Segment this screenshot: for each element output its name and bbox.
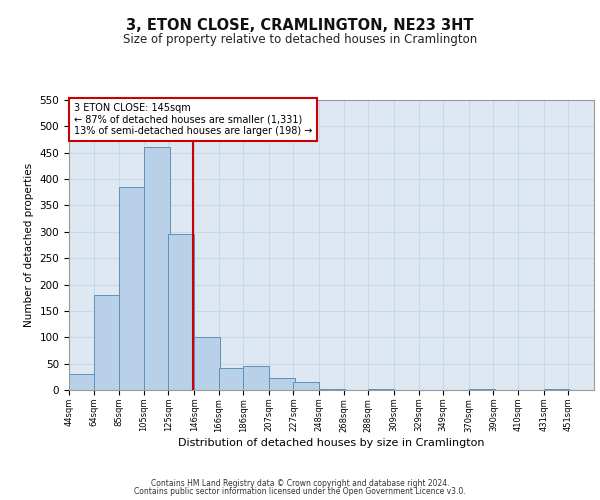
Bar (269, 378, 295, 390)
Text: Contains HM Land Registry data © Crown copyright and database right 2024.: Contains HM Land Registry data © Crown c… (151, 478, 449, 488)
Bar (169, 234, 194, 390)
Bar (319, 389, 345, 390)
Bar (243, 366, 269, 390)
Bar (69, 374, 95, 390)
Text: Contains public sector information licensed under the Open Government Licence v3: Contains public sector information licen… (134, 487, 466, 496)
Bar (119, 187, 145, 390)
Text: 3, ETON CLOSE, CRAMLINGTON, NE23 3HT: 3, ETON CLOSE, CRAMLINGTON, NE23 3HT (126, 18, 474, 32)
Bar (293, 382, 319, 390)
Bar (144, 148, 170, 390)
Y-axis label: Number of detached properties: Number of detached properties (24, 163, 34, 327)
Bar (218, 368, 244, 390)
Bar (194, 338, 220, 390)
Bar (94, 295, 119, 390)
Text: Size of property relative to detached houses in Cramlington: Size of property relative to detached ho… (123, 32, 477, 46)
X-axis label: Distribution of detached houses by size in Cramlington: Distribution of detached houses by size … (178, 438, 485, 448)
Text: 3 ETON CLOSE: 145sqm
← 87% of detached houses are smaller (1,331)
13% of semi-de: 3 ETON CLOSE: 145sqm ← 87% of detached h… (74, 103, 313, 136)
